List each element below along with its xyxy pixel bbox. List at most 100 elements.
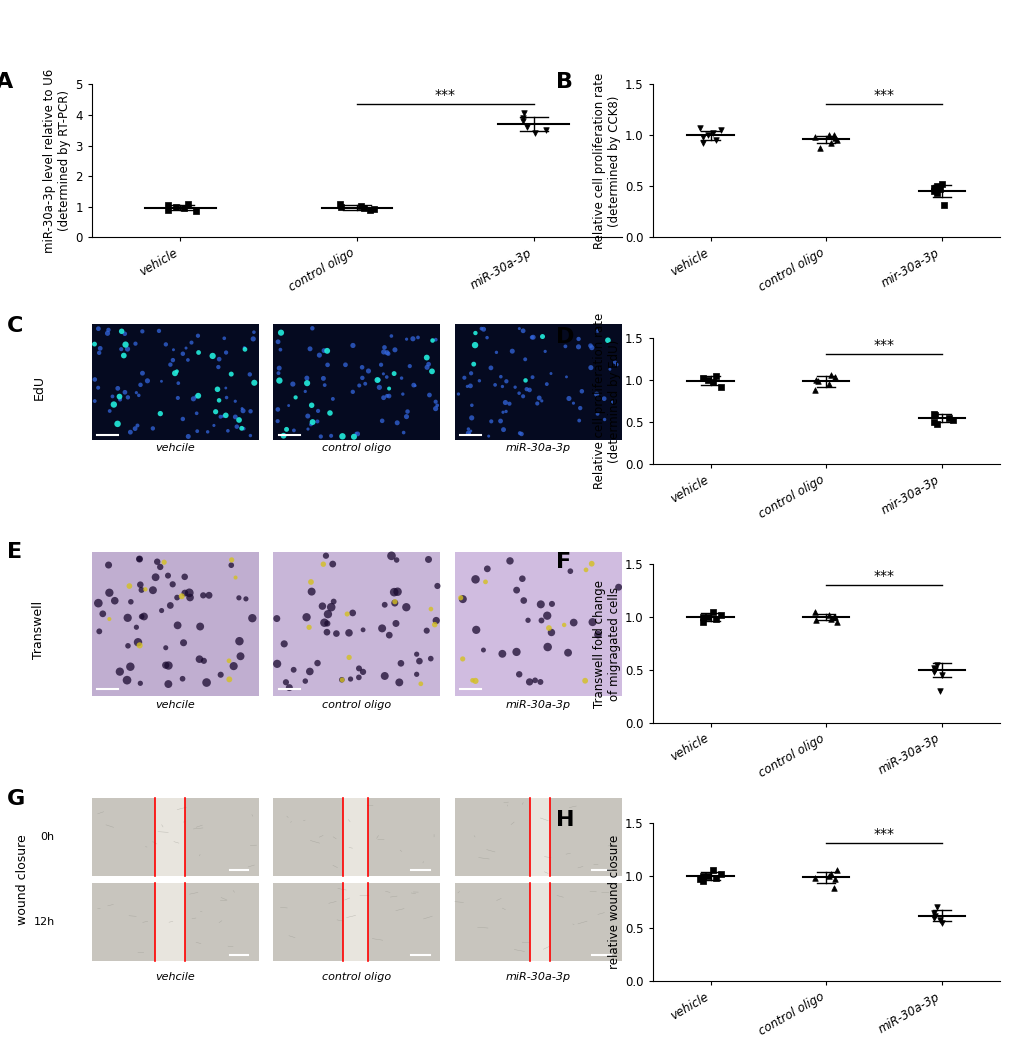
Point — [822, 865, 839, 882]
Point — [571, 413, 587, 429]
Point — [356, 199, 372, 216]
Text: vehcile: vehcile — [155, 443, 195, 453]
Point — [556, 338, 573, 354]
Point — [692, 870, 708, 887]
Point — [822, 611, 839, 628]
Point — [287, 389, 304, 406]
Point — [525, 329, 541, 346]
Point — [479, 560, 495, 577]
Point — [928, 178, 945, 195]
Point — [301, 619, 317, 636]
Point — [375, 344, 391, 361]
Point — [506, 379, 523, 396]
Point — [426, 616, 442, 633]
Point — [931, 683, 948, 699]
Point — [524, 369, 540, 386]
Point — [477, 574, 493, 591]
Point — [90, 321, 106, 338]
Bar — [273, 325, 440, 441]
Point — [181, 589, 198, 606]
Point — [133, 608, 150, 625]
Point — [337, 357, 354, 373]
Point — [413, 675, 429, 692]
Point — [201, 587, 217, 603]
Point — [313, 428, 329, 445]
Point — [333, 671, 350, 688]
Point — [694, 614, 710, 631]
Point — [323, 599, 339, 616]
Point — [95, 606, 111, 622]
Point — [471, 372, 487, 389]
Text: miR-30a-3p: miR-30a-3p — [505, 699, 571, 710]
Point — [515, 323, 531, 340]
Point — [925, 405, 942, 422]
Point — [91, 622, 107, 639]
Text: control oligo: control oligo — [322, 699, 391, 710]
Point — [825, 870, 842, 887]
Point — [386, 342, 403, 359]
Text: ***: *** — [872, 569, 894, 582]
Point — [99, 325, 115, 342]
Point — [517, 351, 533, 368]
Point — [111, 388, 127, 405]
Point — [385, 365, 401, 382]
Point — [333, 198, 350, 215]
Point — [145, 581, 161, 598]
Point — [376, 596, 392, 613]
Point — [236, 340, 253, 357]
Point — [234, 402, 251, 419]
Point — [699, 127, 715, 143]
Point — [707, 132, 723, 149]
Point — [925, 904, 942, 921]
Point — [809, 373, 825, 390]
Point — [534, 328, 550, 345]
Point — [119, 672, 136, 689]
Point — [459, 378, 475, 395]
Point — [269, 655, 285, 672]
Point — [316, 377, 332, 394]
Bar — [529, 883, 549, 961]
Point — [179, 351, 196, 368]
Point — [925, 659, 942, 676]
Point — [126, 420, 143, 437]
Point — [225, 657, 242, 674]
Point — [806, 603, 822, 620]
Point — [388, 415, 405, 431]
Point — [246, 324, 262, 341]
Point — [454, 651, 471, 668]
Point — [355, 664, 371, 680]
Point — [116, 325, 132, 342]
Point — [707, 611, 723, 628]
Point — [165, 351, 181, 368]
Point — [153, 372, 169, 389]
Point — [589, 323, 605, 340]
Point — [243, 403, 259, 420]
Point — [100, 557, 116, 574]
Point — [242, 427, 258, 444]
Point — [463, 423, 479, 440]
Point — [496, 395, 513, 411]
Bar — [273, 799, 440, 876]
Point — [246, 375, 262, 391]
Point — [351, 377, 367, 394]
Point — [316, 614, 332, 631]
Point — [926, 407, 943, 424]
Point — [825, 609, 842, 626]
Point — [285, 661, 302, 678]
Point — [100, 322, 116, 339]
Point — [275, 427, 291, 444]
Point — [463, 409, 479, 426]
Point — [521, 382, 537, 399]
Point — [699, 867, 715, 884]
Point — [514, 571, 530, 588]
Point — [407, 378, 423, 395]
Point — [394, 386, 411, 403]
Point — [609, 579, 626, 596]
Point — [465, 356, 481, 372]
Point — [174, 345, 191, 362]
Point — [608, 357, 625, 373]
Point — [704, 373, 720, 390]
Point — [91, 344, 107, 361]
Point — [515, 106, 531, 122]
Point — [386, 593, 403, 610]
